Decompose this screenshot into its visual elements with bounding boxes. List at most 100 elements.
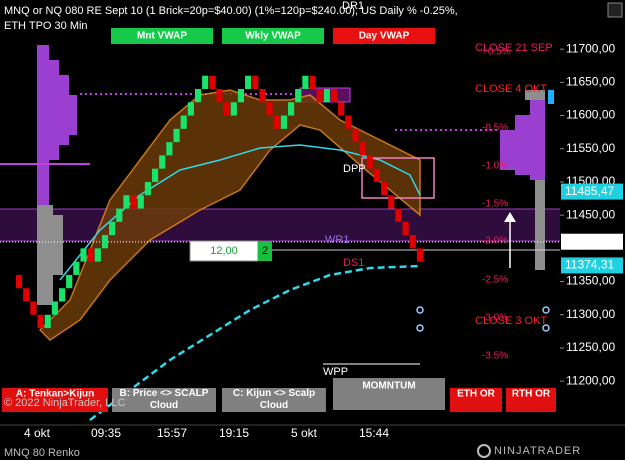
x-tick-label: 19:15 (219, 426, 249, 440)
annotation: CLOSE 3 OKT (475, 315, 547, 327)
button[interactable] (111, 28, 213, 44)
brick (280, 115, 287, 129)
brick (166, 142, 173, 156)
button-label: C: Kijun <> Scalp Cloud (232, 388, 316, 411)
button[interactable] (222, 388, 326, 412)
price-marker-label: 11410,00 (565, 234, 614, 248)
y-tick-label: 11700,00 (566, 41, 615, 55)
button-label: RTH OR (512, 389, 551, 400)
subtitle: ETH TPO 30 Min (4, 20, 88, 32)
brick (58, 288, 66, 302)
bricks (16, 75, 423, 329)
button-label-box: C: Kijun <> Scalp Cloud (232, 388, 316, 411)
button[interactable] (506, 388, 556, 412)
button-label: ETH OR (457, 389, 496, 400)
markers (416, 306, 550, 332)
brick (73, 261, 80, 275)
y-tick-label: 11350,00 (566, 274, 615, 288)
brick (288, 102, 295, 116)
brick (116, 208, 123, 222)
brick (209, 75, 216, 89)
y-tick-label: 11450,00 (566, 207, 615, 221)
price-marker-label: 11374,31 (565, 258, 614, 272)
annotation: WR1 (325, 234, 349, 246)
button[interactable] (333, 28, 435, 44)
percent-label: +0.5% (482, 47, 511, 58)
button[interactable] (222, 28, 324, 44)
brick (194, 88, 202, 103)
percent-label: -0.5% (482, 123, 508, 134)
brick (37, 314, 44, 329)
x-tick-label: 15:57 (157, 426, 187, 440)
copyright: © 2022 NinjaTrader, LLC (4, 397, 125, 409)
brick (159, 155, 166, 169)
brick (273, 115, 280, 129)
y-tick-label: 11200,00 (566, 373, 615, 387)
brick (51, 301, 58, 315)
x-tick-label: 09:35 (91, 426, 121, 440)
volume-profile-right (500, 90, 545, 270)
brick (302, 75, 309, 89)
x-tick-label: 5 okt (291, 426, 318, 440)
axis-group: 11200,00 11250,00 11300,00 11350,00 11450,00… (560, 41, 623, 387)
button[interactable] (333, 378, 445, 410)
brick (16, 274, 23, 289)
brick (237, 88, 245, 103)
dpp-box (361, 157, 435, 199)
brick (373, 168, 381, 182)
brick (144, 181, 151, 196)
title: MNQ or NQ 080 RE Sept 10 (1 Brick=20p=$4… (4, 5, 458, 17)
brick (202, 75, 209, 89)
button-label: A: Tenkan>Kijun (16, 389, 94, 400)
x-tick-label: 4 okt (24, 426, 51, 440)
brick (416, 248, 423, 262)
brick (366, 155, 373, 169)
button-label-box: B: Price <> SCALP Cloud (119, 388, 209, 411)
percent-label: -2.0% (482, 236, 508, 247)
price-axis (560, 0, 625, 425)
percent-label: -1.0% (482, 161, 508, 172)
brick (252, 75, 259, 89)
brick (345, 115, 352, 129)
brick (388, 195, 395, 209)
brick (23, 288, 30, 302)
brick (180, 115, 187, 129)
brick (80, 248, 87, 262)
brick (44, 314, 51, 329)
bottom-buttons: A: Tenkan>Kijun B: Price <> SCALP Cloud … (2, 378, 556, 412)
order-count-box[interactable] (258, 241, 272, 261)
logo-icon (477, 444, 491, 458)
brick (338, 102, 345, 116)
logo: NINJATRADER (494, 445, 581, 457)
brick (87, 248, 94, 262)
annotation: DPP (343, 163, 366, 175)
button-label: Wkly VWAP (245, 31, 301, 42)
settings-button[interactable] (607, 2, 623, 18)
order-count: 2 (262, 245, 268, 257)
button[interactable] (2, 388, 108, 412)
button[interactable] (450, 388, 502, 412)
brick (323, 88, 330, 103)
button[interactable] (112, 388, 216, 412)
brick (109, 221, 116, 236)
brick (66, 274, 73, 289)
button-label: Day VWAP (359, 31, 410, 42)
button-label: B: Price <> SCALP Cloud (119, 388, 209, 411)
brick (266, 102, 273, 116)
order-price: 12,00 (210, 245, 238, 257)
brick (316, 88, 323, 103)
annotation: CLOSE 21 SEP (475, 42, 553, 54)
brick (330, 88, 338, 103)
brick (187, 102, 194, 116)
scroll-marker (548, 90, 554, 104)
button-label: MOMNTUM (362, 381, 415, 392)
percent-label: -3.5% (482, 351, 508, 362)
brick (137, 195, 144, 209)
brick (101, 235, 109, 249)
brick (94, 248, 101, 262)
y-tick-label: 11250,00 (566, 340, 615, 354)
annotation: DR1 (342, 0, 364, 12)
percent-label: -3.0% (482, 313, 508, 324)
brick (173, 128, 180, 143)
